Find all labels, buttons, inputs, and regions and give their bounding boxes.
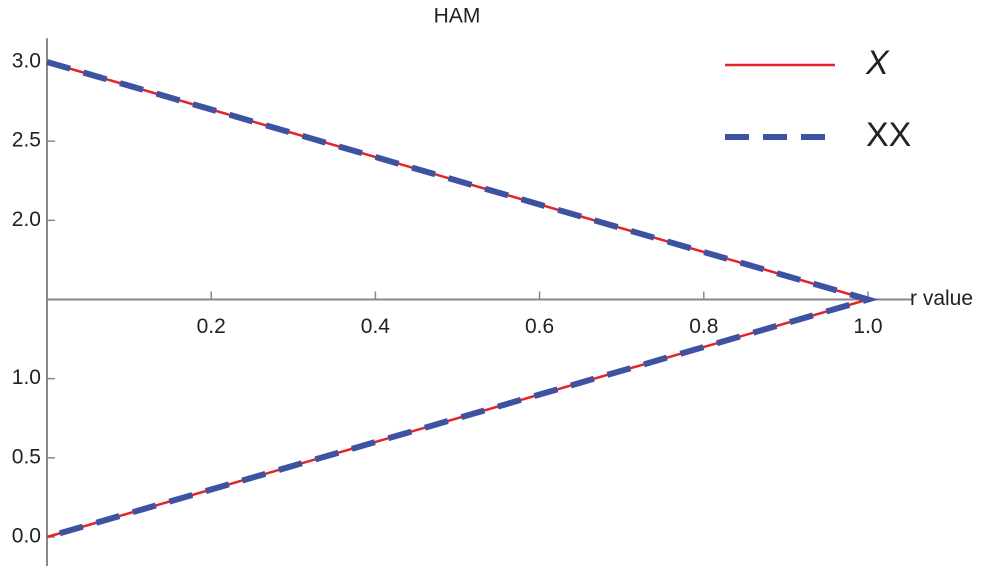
series-line bbox=[46, 59, 879, 540]
y-tick-label: 3.0 bbox=[12, 50, 41, 73]
y-tick-label: 0.5 bbox=[12, 445, 41, 468]
y-tick-label: 2.5 bbox=[12, 129, 41, 152]
x-tick-label: 0.4 bbox=[361, 315, 391, 338]
x-axis-label: r value bbox=[910, 287, 973, 310]
x-tick-label: 0.6 bbox=[525, 315, 554, 338]
chart-title: HAM bbox=[434, 5, 481, 28]
x-tick-label: 1.0 bbox=[853, 315, 882, 338]
y-tick-label: 2.0 bbox=[12, 208, 41, 231]
legend-label: XX bbox=[866, 116, 911, 154]
y-tick-label: 0.0 bbox=[12, 525, 41, 548]
legend-label: X bbox=[865, 44, 890, 82]
y-tick-label: 1.0 bbox=[12, 366, 41, 389]
x-tick-label: 0.8 bbox=[689, 315, 718, 338]
x-tick-label: 0.2 bbox=[197, 315, 226, 338]
